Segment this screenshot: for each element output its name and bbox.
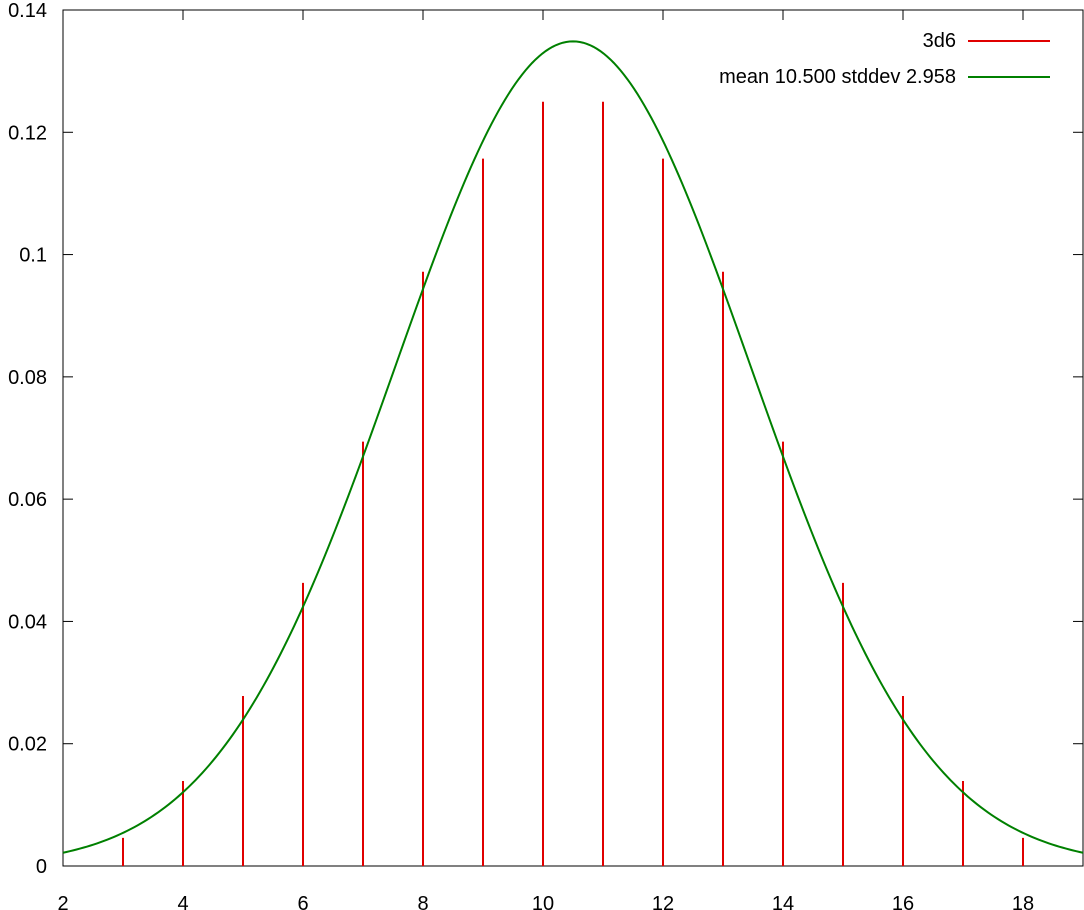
x-tick-label: 16 (892, 893, 914, 910)
legend-label: mean 10.500 stddev 2.958 (719, 66, 956, 88)
legend: 3d6 mean 10.500 stddev 2.958 (719, 30, 1050, 88)
plot-area (62, 40, 1084, 866)
x-tick-label: 4 (177, 893, 188, 910)
y-tick-label: 0 (36, 856, 47, 878)
axes: 2 4 6 8 10 12 14 16 18 0 0.02 0.04 0.06 0.08 0.1 0.12 0.… (8, 0, 1084, 910)
y-tick-label: 0.14 (8, 0, 47, 22)
x-tick-label: 6 (297, 893, 308, 910)
y-tick-label: 0.08 (8, 367, 47, 389)
normal-curve (62, 40, 1084, 854)
y-tick-label: 0.06 (8, 489, 47, 511)
x-tick-label: 2 (57, 893, 68, 910)
x-tick-label: 10 (532, 893, 554, 910)
x-tick-label: 18 (1012, 893, 1034, 910)
y-tick-label: 0.12 (8, 122, 47, 144)
y-tick-label: 0.04 (8, 611, 47, 633)
x-tick-label: 8 (417, 893, 428, 910)
y-tick-label: 0.1 (19, 245, 47, 267)
x-tick-label: 14 (772, 893, 794, 910)
y-tick-label: 0.02 (8, 734, 47, 756)
legend-label: 3d6 (923, 30, 956, 52)
x-tick-label: 12 (652, 893, 674, 910)
plot-border (62, 9, 1084, 867)
